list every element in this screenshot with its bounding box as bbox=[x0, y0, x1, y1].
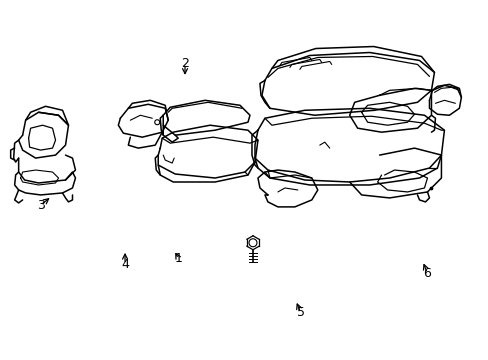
Text: 4: 4 bbox=[121, 258, 129, 271]
Text: 1: 1 bbox=[174, 252, 182, 265]
Text: 2: 2 bbox=[181, 57, 188, 70]
Text: 5: 5 bbox=[296, 306, 304, 319]
Text: 3: 3 bbox=[37, 199, 44, 212]
Text: 6: 6 bbox=[423, 267, 430, 280]
